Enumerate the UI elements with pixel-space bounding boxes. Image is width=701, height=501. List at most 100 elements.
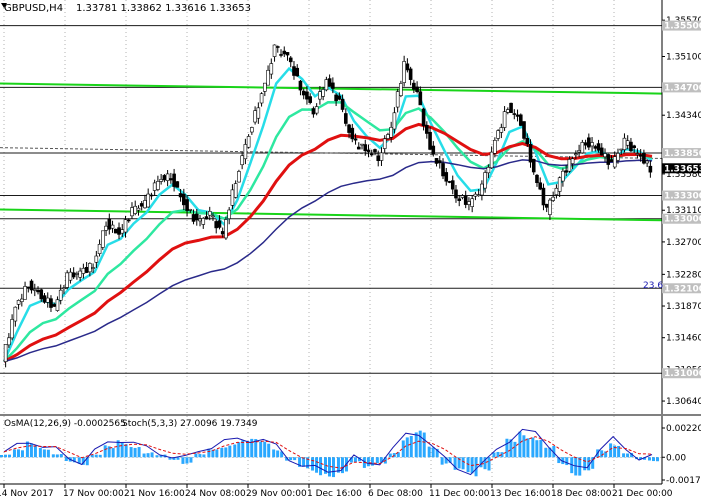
- osma-bar: [293, 457, 297, 461]
- osma-bar: [526, 438, 530, 458]
- stoch-main-line: [3, 428, 653, 476]
- candle-bullish: [104, 225, 108, 231]
- candle-bearish: [334, 94, 338, 102]
- candle-bullish: [460, 195, 465, 198]
- osma-bar: [332, 457, 335, 478]
- candle-bullish: [159, 179, 163, 182]
- osma-bar: [298, 457, 302, 467]
- candle-bullish: [253, 110, 257, 123]
- candle-bullish: [395, 91, 400, 108]
- candle-bearish: [301, 90, 306, 96]
- osma-bar: [448, 457, 452, 463]
- candle-bullish: [230, 189, 235, 206]
- candle-bearish: [515, 114, 520, 117]
- price-axis: 1.355701.351001.343401.335801.331101.327…: [661, 0, 701, 414]
- candle-bearish: [415, 86, 419, 93]
- candle-bullish: [502, 111, 507, 128]
- candle-bearish: [185, 199, 189, 211]
- osma-bar: [609, 443, 613, 458]
- price-tick-label: 1.31870: [666, 302, 701, 312]
- candle-bullish: [120, 229, 125, 234]
- osma-bar: [38, 447, 42, 458]
- chart-header-symbol: GBPUSD,H4: [4, 3, 63, 14]
- candle-bearish: [350, 127, 355, 140]
- osma-bar: [444, 457, 448, 464]
- candle-bearish: [587, 137, 591, 148]
- candle-bullish: [263, 82, 267, 92]
- osma-bar: [254, 439, 258, 458]
- osma-bar: [237, 442, 241, 458]
- price-tick-label: 1.34340: [666, 111, 701, 121]
- candle-bearish: [441, 163, 445, 177]
- osma-bar: [59, 454, 63, 458]
- candle-bullish: [574, 153, 578, 156]
- candle-bullish: [75, 273, 79, 275]
- candle-bullish: [58, 289, 63, 301]
- candle-bullish: [198, 218, 202, 222]
- osma-bar: [630, 452, 634, 458]
- osma-bar: [311, 457, 315, 471]
- osma-bar: [137, 447, 141, 458]
- candle-bearish: [509, 102, 513, 113]
- osma-bar: [250, 438, 254, 458]
- level-price-label: 1.33850: [664, 149, 701, 159]
- candle-bullish: [250, 127, 254, 133]
- osma-bar: [211, 449, 215, 458]
- candle-bullish: [243, 144, 248, 160]
- osma-bar: [513, 441, 517, 458]
- candle-bearish: [39, 289, 44, 300]
- candle-bearish: [117, 227, 121, 235]
- osma-bar: [401, 440, 405, 458]
- candle-bullish: [94, 255, 99, 263]
- osma-bar: [336, 457, 340, 473]
- candle-bearish: [107, 218, 112, 230]
- candle-bullish: [81, 267, 86, 274]
- osma-bar: [46, 449, 50, 458]
- candle-bearish: [648, 165, 653, 173]
- candle-bearish: [139, 203, 144, 207]
- candle-bearish: [113, 228, 118, 234]
- candle-bearish: [373, 149, 377, 153]
- osma-bar: [388, 453, 392, 458]
- candle-bearish: [275, 46, 280, 48]
- candle-bearish: [162, 175, 167, 181]
- chart-collapse-arrow-icon[interactable]: [1, 3, 7, 8]
- current-price-label: 1.33653: [664, 164, 701, 174]
- candle-bullish: [470, 198, 474, 207]
- candle-bullish: [318, 91, 322, 100]
- osma-bar: [263, 441, 267, 458]
- candle-bullish: [567, 159, 572, 172]
- candle-bearish: [363, 144, 368, 152]
- osma-bar: [289, 457, 293, 461]
- osma-bar: [267, 443, 271, 458]
- price-tick-label: 1.31460: [666, 334, 701, 344]
- osma-bar: [272, 449, 276, 458]
- candle-bullish: [506, 109, 510, 113]
- osma-bar: [215, 449, 219, 458]
- candle-bullish: [10, 319, 14, 339]
- osma-bar: [613, 445, 617, 458]
- candle-bearish: [182, 193, 186, 206]
- level-price-box: [662, 148, 701, 159]
- candle-bearish: [340, 98, 345, 110]
- candle-bearish: [331, 82, 335, 89]
- candle-bearish: [522, 121, 526, 139]
- osma-bar: [518, 431, 522, 458]
- candle-bullish: [3, 344, 8, 362]
- candle-bearish: [457, 198, 462, 201]
- candle-bullish: [165, 173, 170, 181]
- candle-bearish: [434, 158, 439, 164]
- time-tick-label: 21 Dec 00:00: [612, 489, 673, 499]
- osma-bar: [85, 457, 89, 466]
- osma-bar: [422, 432, 426, 458]
- candle-bullish: [240, 155, 244, 166]
- candle-bearish: [593, 146, 598, 149]
- candle-bearish: [36, 290, 40, 293]
- time-tick-label: 24 Nov 08:00: [185, 489, 246, 499]
- candle-bearish: [431, 145, 436, 155]
- candle-bullish: [603, 153, 607, 158]
- osma-bar: [150, 452, 154, 458]
- osma-bar: [479, 457, 483, 468]
